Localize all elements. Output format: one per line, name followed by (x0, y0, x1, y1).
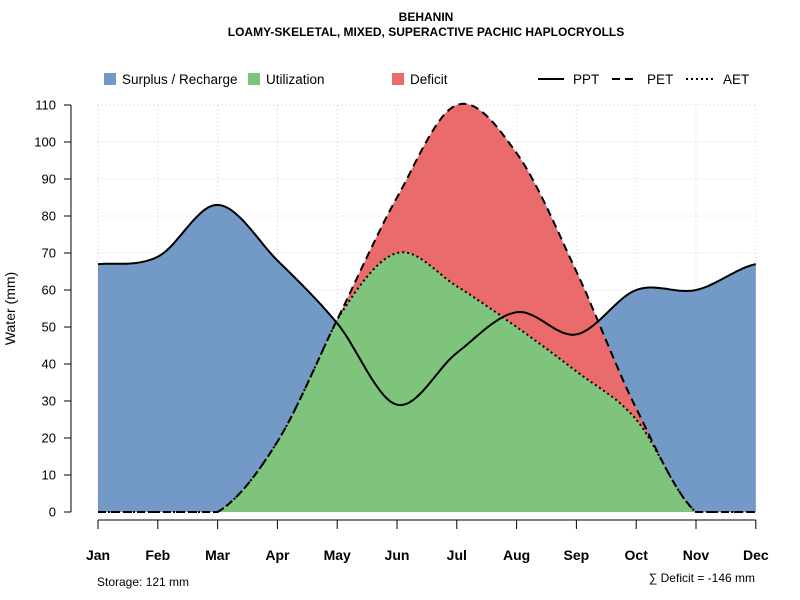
x-tick-label: May (324, 547, 351, 563)
y-tick-label: 90 (42, 172, 56, 187)
area-utilization (98, 252, 756, 513)
storage-note: Storage: 121 mm (97, 575, 189, 589)
y-tick-label: 100 (34, 135, 56, 150)
series-line-pet (98, 102, 756, 513)
legend-label-aet: AET (723, 72, 749, 87)
x-tick-label: Dec (743, 547, 769, 563)
x-tick-label: Jul (447, 547, 467, 563)
legend-label-utilization: Utilization (266, 72, 325, 87)
x-tick-label: Aug (503, 547, 530, 563)
y-tick-label: 70 (42, 246, 56, 261)
x-tick-label: Jun (385, 547, 410, 563)
legend-label-surplus: Surplus / Recharge (122, 72, 238, 87)
y-tick-label: 110 (35, 98, 56, 113)
x-tick-label: Nov (683, 547, 710, 563)
legend-label-ppt: PPT (573, 72, 599, 87)
y-tick-label: 40 (42, 357, 56, 372)
series-line-ppt (97, 203, 757, 407)
x-tick-label: Sep (564, 547, 590, 563)
deficit-note: ∑ Deficit = -146 mm (649, 571, 755, 585)
plot-area: 0 10 20 30 40 50 60 70 80 90 100 110 Jan Feb Mar Apr May… (2, 98, 769, 564)
y-tick-label: 10 (42, 468, 56, 483)
y-tick-label: 20 (42, 431, 56, 446)
chart-subtitle: LOAMY-SKELETAL, MIXED, SUPERACTIVE PACHI… (228, 25, 624, 39)
y-tick-label: 80 (42, 209, 56, 224)
legend-label-deficit: Deficit (410, 72, 448, 87)
x-tick-label: Mar (205, 547, 230, 563)
legend-swatch-deficit (392, 73, 404, 85)
y-tick-label: 30 (42, 394, 56, 409)
legend-label-pet: PET (647, 72, 673, 87)
legend-swatch-utilization (248, 73, 260, 85)
y-axis-label: Water (mm) (2, 272, 18, 345)
x-tick-label: Jan (86, 547, 110, 563)
legend: Surplus / Recharge Utilization Deficit P… (104, 72, 749, 87)
y-tick-label: 0 (49, 505, 56, 520)
legend-swatch-surplus (104, 73, 116, 85)
y-tick-label: 60 (42, 283, 56, 298)
chart-title: BEHANIN (399, 10, 454, 24)
series-line-aet (98, 251, 756, 513)
x-tick-label: Oct (625, 547, 649, 563)
x-tick-label: Apr (265, 547, 290, 563)
x-tick-label: Feb (145, 547, 170, 563)
y-tick-label: 50 (42, 320, 56, 335)
